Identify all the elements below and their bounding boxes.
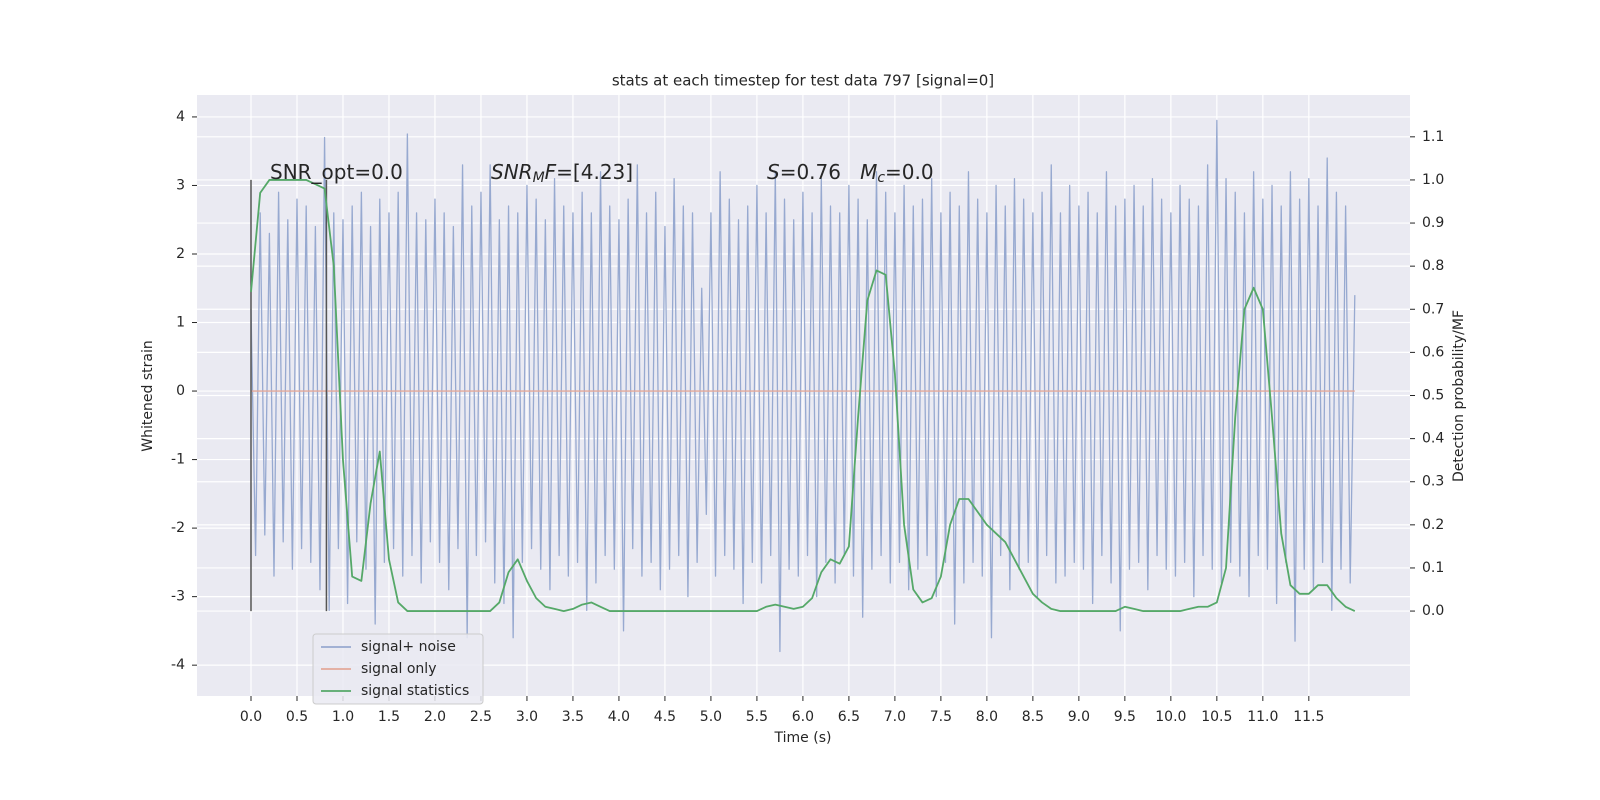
series-line [250,119,1356,653]
annotation-part: S [767,160,780,184]
x-tick-label: 1.0 [332,709,354,725]
y2-tick-label: 0.3 [1422,474,1444,490]
y-tick-label: 0 [176,383,185,399]
annotation: S=0.76 Mc=0.0 [767,160,934,187]
y2-tick-label: 0.7 [1422,301,1444,317]
y-tick-label: 3 [176,177,185,193]
x-tick-label: 1.5 [378,709,400,725]
y-tick-label: 2 [176,246,185,262]
annotation-part: c [877,170,885,186]
x-tick-label: 2.0 [424,709,446,725]
legend-box [312,633,484,705]
annotation: SNRMF=[4.23] [491,160,633,187]
y-axis-label: Whitened strain [140,340,156,451]
legend-label: signal only [361,661,436,677]
y-tick-label: -1 [171,452,185,468]
y-tick-label: 4 [176,109,185,125]
y2-tick-label: 1.0 [1422,172,1444,188]
y2-tick-label: 0.0 [1422,603,1444,619]
y-tick-label: -3 [171,589,185,605]
annotation-part: SNR [491,160,533,184]
y2-tick-label: 1.1 [1422,129,1444,145]
annotation-part: M [533,170,545,186]
chart-title: stats at each timestep for test data 797… [612,72,994,90]
legend-label: signal statistics [361,683,469,699]
y2-tick-label: 0.1 [1422,560,1444,576]
x-tick-label: 7.5 [930,709,952,725]
x-tick-label: 11.0 [1247,709,1278,725]
x-tick-label: 6.0 [792,709,814,725]
annotation-part: M [860,160,877,184]
y-tick-label: 1 [176,315,185,331]
x-tick-label: 3.5 [562,709,584,725]
y2-tick-label: 0.6 [1422,344,1444,360]
x-axis-label: Time (s) [774,730,832,746]
annotation-part: F [545,160,557,184]
x-tick-label: 11.5 [1293,709,1324,725]
y-tick-label: -2 [171,520,185,536]
y2-tick-label: 0.4 [1422,431,1444,447]
y-tick-label: -4 [171,657,185,673]
y2-axis-label: Detection probability/MF [1451,310,1467,482]
x-tick-label: 10.0 [1155,709,1186,725]
annotation-part: SNR_opt=0.0 [270,160,403,184]
x-tick-label: 5.0 [700,709,722,725]
legend-label: signal+ noise [361,639,456,655]
x-tick-label: 10.5 [1201,709,1232,725]
x-tick-label: 0.5 [286,709,308,725]
x-tick-label: 7.0 [884,709,906,725]
x-tick-label: 9.5 [1114,709,1136,725]
x-tick-label: 0.0 [240,709,262,725]
annotation-part: =0.0 [885,160,934,184]
y2-tick-label: 0.8 [1422,258,1444,274]
y2-tick-label: 0.9 [1422,215,1444,231]
y2-tick-label: 0.5 [1422,388,1444,404]
x-tick-label: 8.5 [1022,709,1044,725]
annotation-part: =[4.23] [556,160,633,184]
x-tick-label: 5.5 [746,709,768,725]
x-tick-label: 3.0 [516,709,538,725]
x-tick-label: 4.5 [654,709,676,725]
annotation: SNR_opt=0.0 [270,160,403,184]
x-tick-label: 9.0 [1068,709,1090,725]
x-tick-label: 8.0 [976,709,998,725]
x-tick-label: 2.5 [470,709,492,725]
x-tick-label: 4.0 [608,709,630,725]
y2-tick-label: 0.2 [1422,517,1444,533]
annotation-part: =0.76 [780,160,860,184]
series-line [250,179,1356,612]
x-tick-label: 6.5 [838,709,860,725]
